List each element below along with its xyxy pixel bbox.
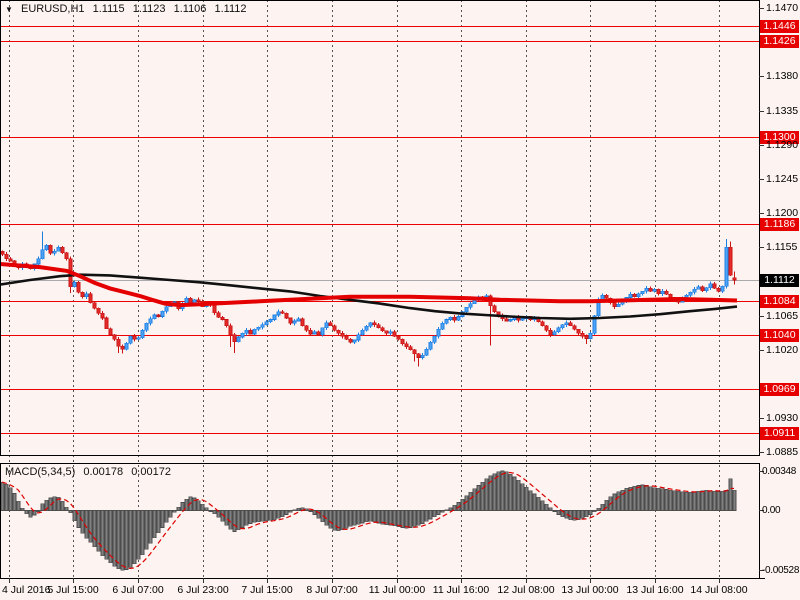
open-value: 1.1115 xyxy=(92,3,125,15)
macd-signal-value: 0.00172 xyxy=(131,466,171,478)
macd-value: 0.00178 xyxy=(83,466,124,478)
low-value: 1.1106 xyxy=(173,3,207,15)
ohlc-display: ▼ EURUSD,H1 1.1115 1.1123 1.1106 1.1112 xyxy=(5,3,252,15)
close-value: 1.1112 xyxy=(214,3,247,15)
symbol-period-label: EURUSD,H1 xyxy=(20,3,85,15)
macd-name: MACD(5,34,5) xyxy=(5,466,76,478)
macd-indicator-label: MACD(5,34,5) 0.00178 0.00172 xyxy=(5,466,176,478)
symbol-dropdown-icon[interactable]: ▼ xyxy=(5,5,13,14)
high-value: 1.1123 xyxy=(132,3,166,15)
